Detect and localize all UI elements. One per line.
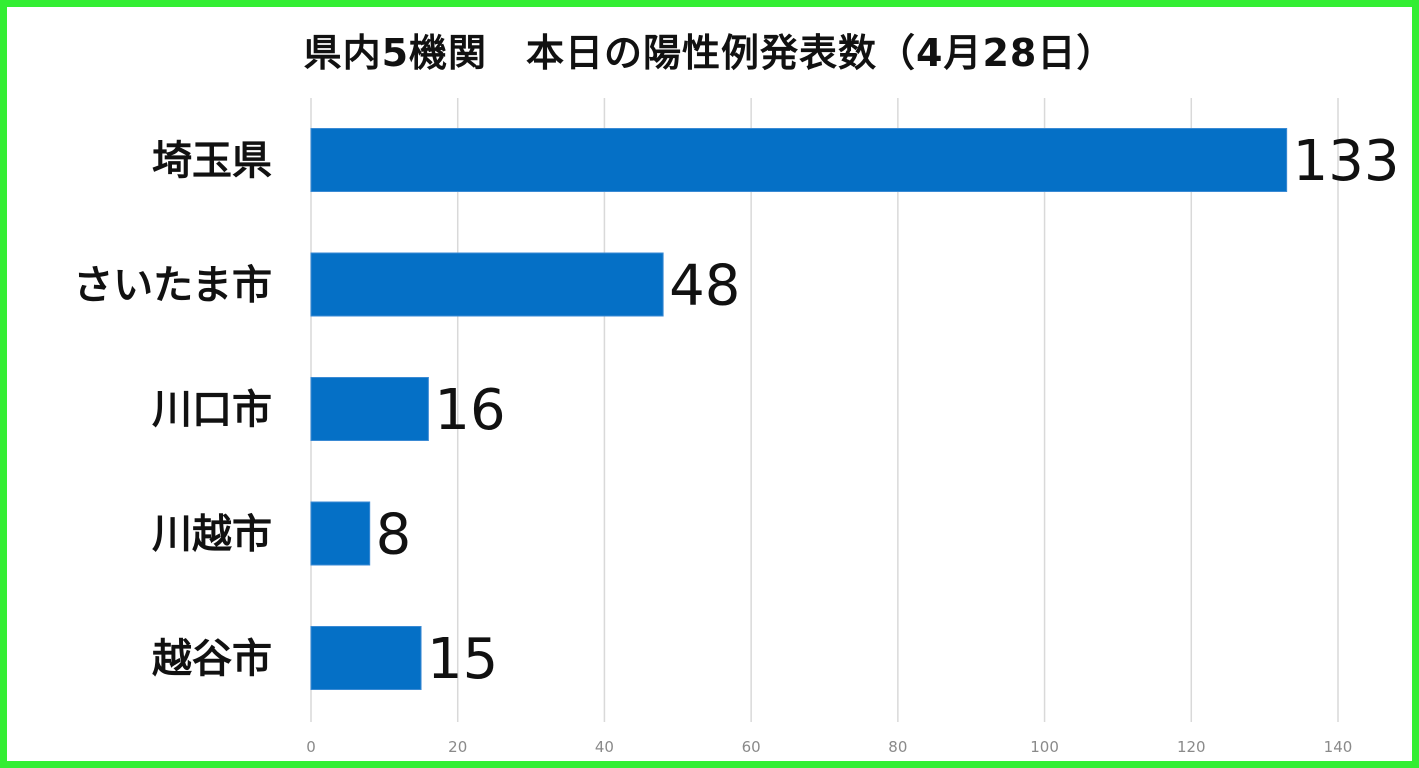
bar bbox=[310, 252, 664, 317]
x-tick-label: 100 bbox=[1030, 738, 1059, 756]
category-label: 越谷市 bbox=[152, 636, 272, 682]
data-label: 16 bbox=[434, 378, 505, 443]
bar bbox=[310, 626, 422, 690]
category-label: 川口市 bbox=[152, 387, 272, 433]
data-label: 8 bbox=[376, 503, 412, 568]
x-tick-label: 40 bbox=[595, 738, 614, 756]
x-tick-label: 120 bbox=[1177, 738, 1206, 756]
category-label: さいたま市 bbox=[73, 263, 272, 309]
x-tick-label: 140 bbox=[1324, 738, 1353, 756]
chart-title: 県内5機関 本日の陽性例発表数（4月28日） bbox=[303, 31, 1116, 75]
labels: 0 20 40 60 80 100 120 140 埼玉県 133 さいたま市 48 川口市 16 川越市 8… bbox=[73, 129, 1399, 756]
data-label: 48 bbox=[669, 254, 740, 319]
bar bbox=[310, 501, 371, 566]
data-label: 15 bbox=[427, 627, 498, 692]
category-label: 川越市 bbox=[152, 512, 272, 558]
x-tick-label: 20 bbox=[448, 738, 467, 756]
bar bbox=[310, 128, 1288, 192]
x-tick-label: 0 bbox=[306, 738, 316, 756]
x-tick-label: 60 bbox=[742, 738, 761, 756]
bar bbox=[310, 377, 429, 441]
x-tick-label: 80 bbox=[888, 738, 907, 756]
category-label: 埼玉県 bbox=[152, 138, 272, 184]
gridlines bbox=[310, 98, 1339, 722]
bars bbox=[310, 128, 1288, 690]
data-label: 133 bbox=[1293, 129, 1400, 194]
